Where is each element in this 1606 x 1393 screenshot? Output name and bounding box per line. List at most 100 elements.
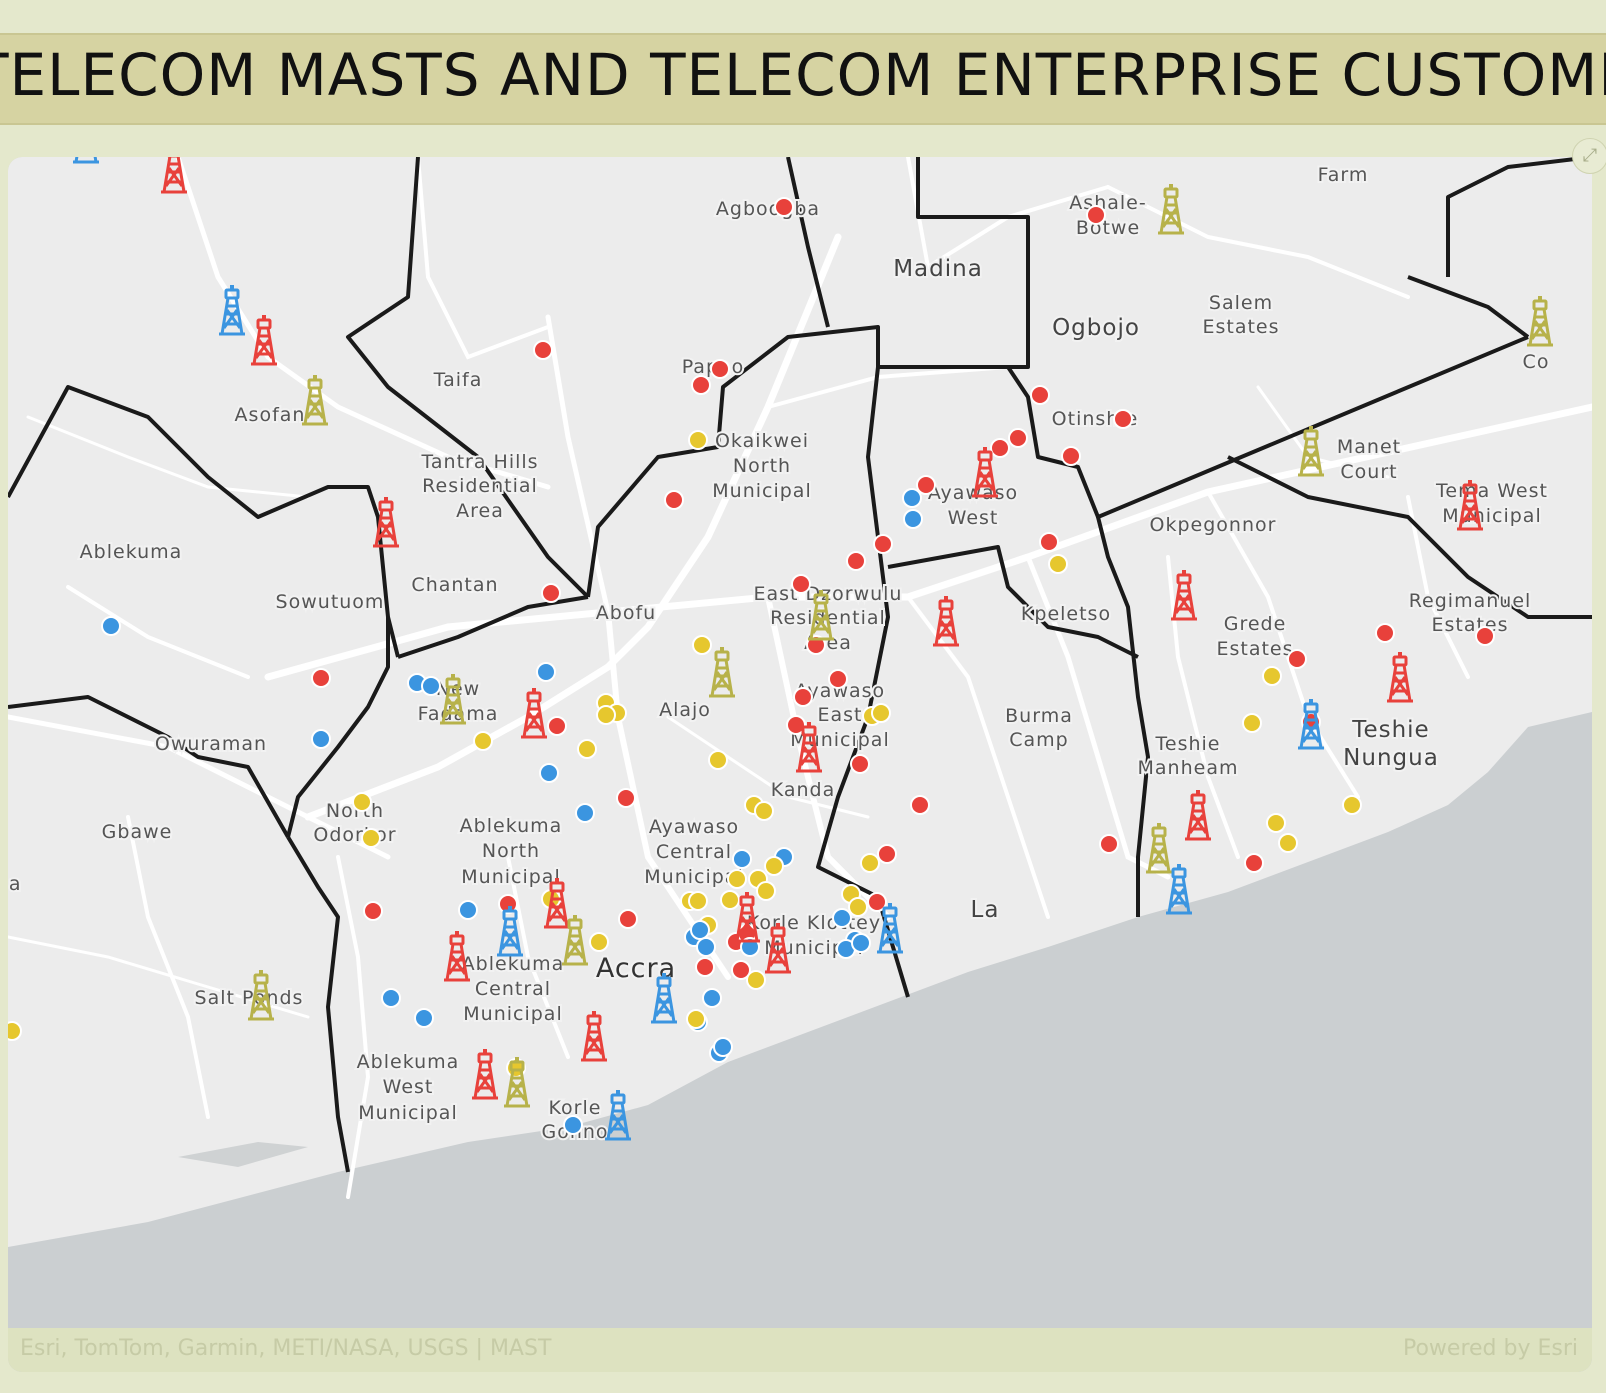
place-label: Ayawaso: [649, 816, 739, 838]
customer-dot-icon[interactable]: [458, 900, 478, 920]
place-label: Tantra Hills: [420, 451, 538, 473]
customer-dot-icon[interactable]: [1262, 666, 1282, 686]
customer-dot-icon[interactable]: [8, 1021, 22, 1041]
customer-dot-icon[interactable]: [1278, 833, 1298, 853]
customer-dot-icon[interactable]: [902, 488, 922, 508]
customer-dot-icon[interactable]: [740, 937, 760, 957]
customer-dot-icon[interactable]: [1375, 623, 1395, 643]
customer-dot-icon[interactable]: [1244, 853, 1264, 873]
place-label: Botwe: [1076, 217, 1140, 239]
customer-dot-icon[interactable]: [1048, 554, 1068, 574]
customer-dot-icon[interactable]: [688, 891, 708, 911]
map-canvas[interactable]: FarmAgboogbaMadinaAshale-BotweSalemEstat…: [8, 157, 1592, 1372]
customer-dot-icon[interactable]: [867, 892, 887, 912]
customer-dot-icon[interactable]: [832, 908, 852, 928]
customer-dot-icon[interactable]: [713, 1037, 733, 1057]
customer-dot-icon[interactable]: [618, 909, 638, 929]
customer-dot-icon[interactable]: [791, 574, 811, 594]
customer-dot-icon[interactable]: [846, 551, 866, 571]
customer-dot-icon[interactable]: [708, 750, 728, 770]
customer-dot-icon[interactable]: [536, 662, 556, 682]
customer-dot-icon[interactable]: [732, 849, 752, 869]
customer-dot-icon[interactable]: [361, 828, 381, 848]
customer-dot-icon[interactable]: [664, 490, 684, 510]
customer-dot-icon[interactable]: [1030, 385, 1050, 405]
customer-dot-icon[interactable]: [363, 901, 383, 921]
place-label: Area: [456, 500, 504, 522]
customer-dot-icon[interactable]: [850, 754, 870, 774]
customer-dot-icon[interactable]: [381, 988, 401, 1008]
place-label: Regimanuel: [1409, 590, 1532, 612]
customer-dot-icon[interactable]: [414, 1008, 434, 1028]
customer-dot-icon[interactable]: [1242, 713, 1262, 733]
customer-dot-icon[interactable]: [101, 616, 121, 636]
customer-dot-icon[interactable]: [539, 763, 559, 783]
customer-dot-icon[interactable]: [764, 856, 784, 876]
customer-dot-icon[interactable]: [533, 340, 553, 360]
customer-dot-icon[interactable]: [1099, 834, 1119, 854]
customer-dot-icon[interactable]: [696, 937, 716, 957]
customer-dot-icon[interactable]: [877, 844, 897, 864]
attribution-text[interactable]: Esri, TomTom, Garmin, METI/NASA, USGS | …: [20, 1336, 552, 1361]
customer-dot-icon[interactable]: [731, 960, 751, 980]
customer-dot-icon[interactable]: [786, 715, 806, 735]
customer-dot-icon[interactable]: [616, 788, 636, 808]
customer-dot-icon[interactable]: [710, 359, 730, 379]
place-label: Okaikwei: [715, 430, 809, 452]
map-frame[interactable]: Farm Agboogba Madina Ashale- Botwe Salem Estat…: [8, 157, 1592, 1372]
customer-dot-icon[interactable]: [702, 988, 722, 1008]
customer-dot-icon[interactable]: [690, 920, 710, 940]
customer-dot-icon[interactable]: [1287, 649, 1307, 669]
place-label: Municipal: [358, 1102, 457, 1124]
customer-dot-icon[interactable]: [541, 583, 561, 603]
place-label: Teshie: [1351, 717, 1429, 743]
customer-dot-icon[interactable]: [1266, 813, 1286, 833]
customer-dot-icon[interactable]: [1061, 446, 1081, 466]
customer-dot-icon[interactable]: [1342, 795, 1362, 815]
customer-dot-icon[interactable]: [688, 430, 708, 450]
customer-dot-icon[interactable]: [848, 897, 868, 917]
customer-dot-icon[interactable]: [910, 795, 930, 815]
customer-dot-icon[interactable]: [1086, 205, 1106, 225]
customer-dot-icon[interactable]: [754, 801, 774, 821]
customer-dot-icon[interactable]: [851, 933, 871, 953]
customer-dot-icon[interactable]: [1008, 428, 1028, 448]
customer-dot-icon[interactable]: [774, 197, 794, 217]
customer-dot-icon[interactable]: [421, 676, 441, 696]
customer-dot-icon[interactable]: [473, 731, 493, 751]
expand-map-button[interactable]: ⤢: [1572, 138, 1606, 174]
customer-dot-icon[interactable]: [746, 970, 766, 990]
customer-dot-icon[interactable]: [311, 729, 331, 749]
customer-dot-icon[interactable]: [692, 635, 712, 655]
customer-dot-icon[interactable]: [498, 894, 518, 914]
customer-dot-icon[interactable]: [860, 853, 880, 873]
customer-dot-icon[interactable]: [756, 881, 776, 901]
customer-dot-icon[interactable]: [903, 509, 923, 529]
customer-dot-icon[interactable]: [871, 703, 891, 723]
customer-dot-icon[interactable]: [1475, 626, 1495, 646]
customer-dot-icon[interactable]: [990, 438, 1010, 458]
customer-dot-icon[interactable]: [352, 792, 372, 812]
customer-dot-icon[interactable]: [873, 534, 893, 554]
customer-dot-icon[interactable]: [1113, 409, 1133, 429]
place-label: Grede: [1224, 613, 1287, 635]
customer-dot-icon[interactable]: [695, 957, 715, 977]
customer-dot-icon[interactable]: [806, 635, 826, 655]
customer-dot-icon[interactable]: [727, 869, 747, 889]
customer-dot-icon[interactable]: [589, 932, 609, 952]
customer-dot-icon[interactable]: [596, 705, 616, 725]
customer-dot-icon[interactable]: [686, 1009, 706, 1029]
customer-dot-icon[interactable]: [563, 1115, 583, 1135]
customer-dot-icon[interactable]: [311, 668, 331, 688]
customer-dot-icon[interactable]: [793, 687, 813, 707]
customer-dot-icon[interactable]: [1039, 532, 1059, 552]
customer-dot-icon[interactable]: [691, 375, 711, 395]
customer-dot-icon[interactable]: [916, 475, 936, 495]
customer-dot-icon[interactable]: [575, 803, 595, 823]
customer-dot-icon[interactable]: [720, 890, 740, 910]
customer-dot-icon[interactable]: [577, 739, 597, 759]
powered-by-esri[interactable]: Powered by Esri: [1402, 1336, 1578, 1361]
customer-dot-icon[interactable]: [547, 716, 567, 736]
place-label: Court: [1340, 461, 1397, 483]
customer-dot-icon[interactable]: [828, 669, 848, 689]
